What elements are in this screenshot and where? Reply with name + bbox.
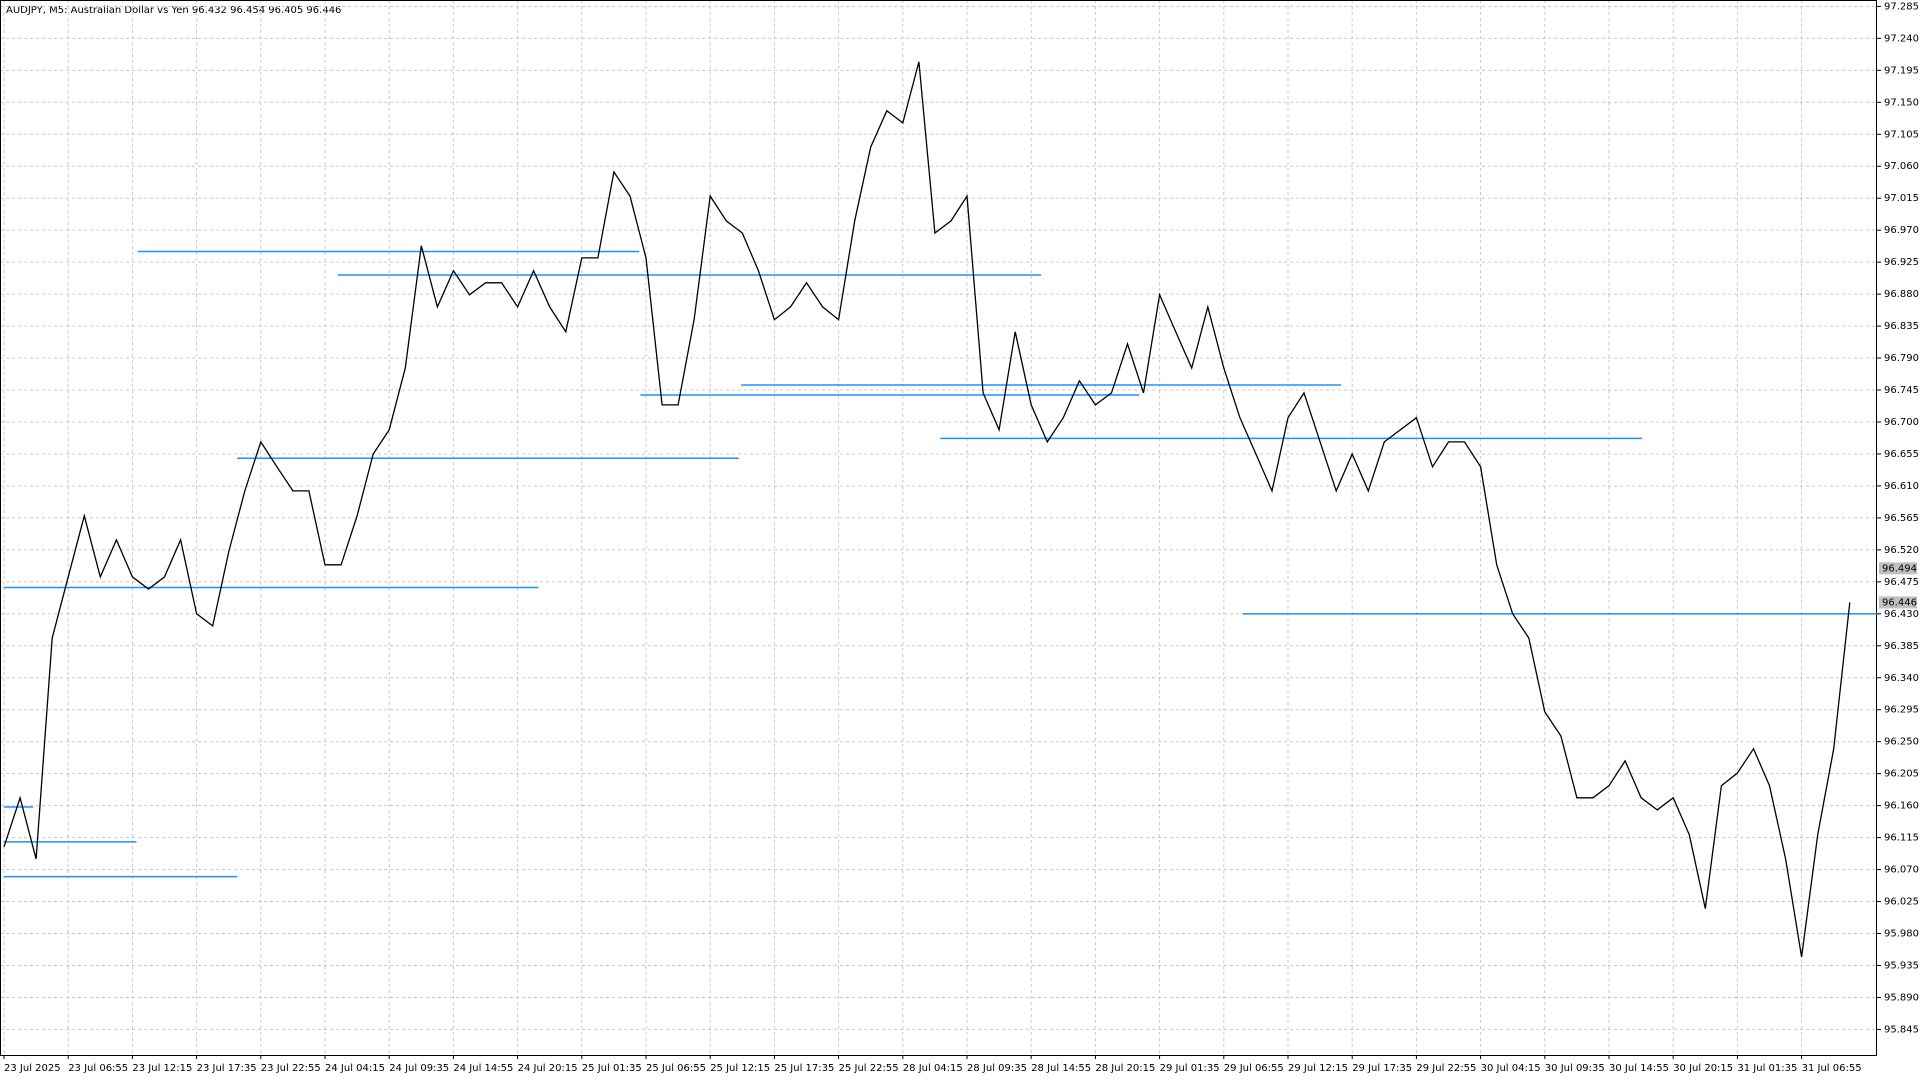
x-tick-label: 29 Jul 22:55 xyxy=(1416,1063,1476,1074)
y-tick-label: 97.150 xyxy=(1884,97,1919,108)
x-tick-label: 25 Jul 06:55 xyxy=(646,1063,706,1074)
x-tick-label: 25 Jul 12:15 xyxy=(710,1063,770,1074)
x-tick-label: 25 Jul 01:35 xyxy=(582,1063,642,1074)
y-tick-label: 97.195 xyxy=(1884,65,1919,76)
x-tick-label: 29 Jul 01:35 xyxy=(1160,1063,1220,1074)
x-tick-label: 29 Jul 06:55 xyxy=(1224,1063,1284,1074)
y-tick-label: 97.105 xyxy=(1884,129,1919,140)
y-tick-label: 96.250 xyxy=(1884,737,1919,748)
x-tick-label: 31 Jul 06:55 xyxy=(1802,1063,1862,1074)
y-tick-label: 96.295 xyxy=(1884,705,1919,716)
y-tick-label: 96.070 xyxy=(1884,865,1919,876)
x-tick-label: 25 Jul 17:35 xyxy=(774,1063,834,1074)
chart-title: AUDJPY, M5: Australian Dollar vs Yen 96.… xyxy=(6,5,341,16)
x-tick-label: 23 Jul 06:55 xyxy=(68,1063,128,1074)
y-tick-label: 96.925 xyxy=(1884,257,1919,268)
x-tick-label: 25 Jul 22:55 xyxy=(839,1063,899,1074)
y-tick-label: 95.845 xyxy=(1884,1024,1919,1035)
x-tick-label: 30 Jul 04:15 xyxy=(1481,1063,1541,1074)
y-tick-label: 96.340 xyxy=(1884,673,1919,684)
y-tick-label: 96.025 xyxy=(1884,897,1919,908)
y-tick-label: 97.015 xyxy=(1884,193,1919,204)
price-label-box xyxy=(1879,596,1917,609)
x-tick-label: 30 Jul 09:35 xyxy=(1545,1063,1605,1074)
x-tick-label: 28 Jul 14:55 xyxy=(1031,1063,1091,1074)
x-tick-label: 23 Jul 12:15 xyxy=(132,1063,192,1074)
y-tick-label: 96.880 xyxy=(1884,289,1919,300)
y-tick-label: 96.565 xyxy=(1884,513,1919,524)
price-line xyxy=(3,61,1851,958)
x-tick-label: 30 Jul 14:55 xyxy=(1609,1063,1669,1074)
x-tick-label: 28 Jul 04:15 xyxy=(903,1063,963,1074)
y-tick-label: 97.285 xyxy=(1884,1,1919,12)
x-tick-label: 23 Jul 2025 xyxy=(4,1063,61,1074)
x-tick-label: 29 Jul 17:35 xyxy=(1352,1063,1412,1074)
y-tick-label: 95.980 xyxy=(1884,929,1919,940)
x-tick-label: 24 Jul 20:15 xyxy=(518,1063,578,1074)
plot-frame xyxy=(0,0,1877,1056)
x-tick-label: 29 Jul 12:15 xyxy=(1288,1063,1348,1074)
y-tick-label: 96.655 xyxy=(1884,449,1919,460)
y-tick-label: 96.205 xyxy=(1884,769,1919,780)
y-tick-label: 96.385 xyxy=(1884,641,1919,652)
y-tick-label: 96.835 xyxy=(1884,321,1919,332)
y-tick-label: 96.475 xyxy=(1884,577,1919,588)
y-tick-label: 96.970 xyxy=(1884,225,1919,236)
y-tick-label: 96.610 xyxy=(1884,481,1919,492)
price-label-box xyxy=(1879,562,1917,575)
y-tick-label: 96.520 xyxy=(1884,545,1919,556)
x-tick-label: 23 Jul 17:35 xyxy=(197,1063,257,1074)
y-tick-label: 95.890 xyxy=(1884,992,1919,1003)
price-label: 96.494 xyxy=(1882,563,1917,574)
y-tick-label: 97.240 xyxy=(1884,33,1919,44)
x-tick-label: 28 Jul 09:35 xyxy=(967,1063,1027,1074)
y-tick-label: 96.790 xyxy=(1884,353,1919,364)
x-tick-label: 31 Jul 01:35 xyxy=(1737,1063,1797,1074)
x-tick-label: 30 Jul 20:15 xyxy=(1673,1063,1733,1074)
x-tick-label: 28 Jul 20:15 xyxy=(1095,1063,1155,1074)
price-label: 96.446 xyxy=(1882,597,1917,608)
y-tick-label: 96.430 xyxy=(1884,609,1919,620)
y-tick-label: 96.115 xyxy=(1884,833,1919,844)
x-tick-label: 23 Jul 22:55 xyxy=(261,1063,321,1074)
y-tick-label: 96.160 xyxy=(1884,801,1919,812)
y-tick-label: 96.745 xyxy=(1884,385,1919,396)
y-tick-label: 95.935 xyxy=(1884,960,1919,971)
y-tick-label: 96.700 xyxy=(1884,417,1919,428)
y-tick-label: 97.060 xyxy=(1884,161,1919,172)
x-tick-label: 24 Jul 04:15 xyxy=(325,1063,385,1074)
x-tick-label: 24 Jul 09:35 xyxy=(389,1063,449,1074)
x-tick-label: 24 Jul 14:55 xyxy=(453,1063,513,1074)
